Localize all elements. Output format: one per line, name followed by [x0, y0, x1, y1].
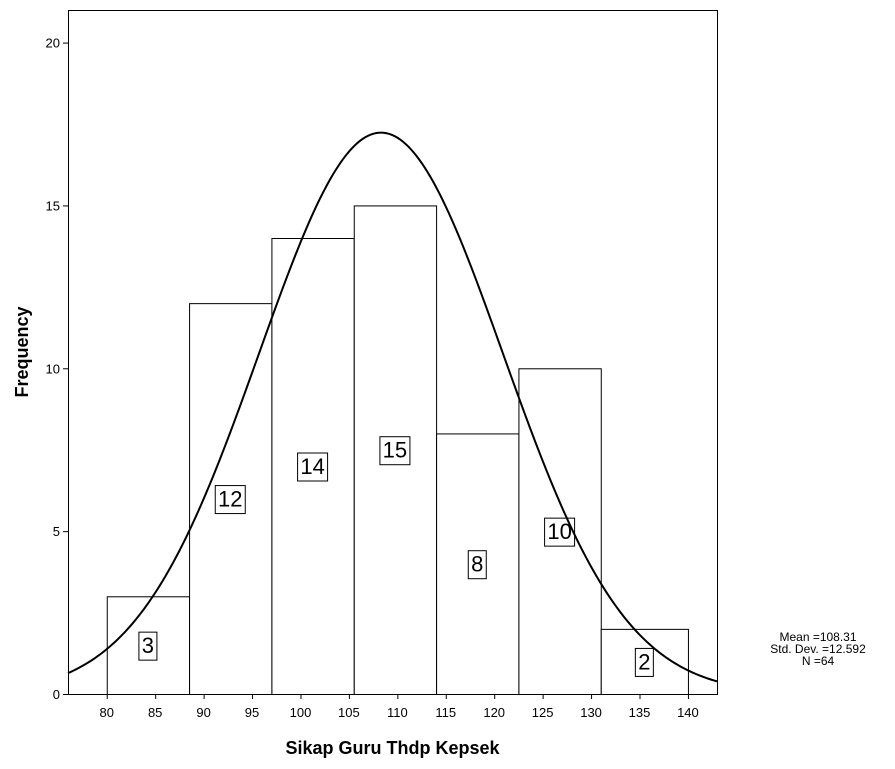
- x-tick-label: 130: [580, 705, 602, 720]
- bar-value-label: 15: [383, 438, 407, 463]
- bars-group: [106, 205, 689, 696]
- x-tick-label: 80: [100, 705, 114, 720]
- normal-curve: [67, 131, 718, 683]
- bar-value-label: 3: [142, 633, 154, 658]
- bar-value-box: [214, 485, 246, 515]
- histogram-bar: [518, 368, 602, 695]
- y-tick-label: 10: [46, 361, 60, 376]
- bar-value-box: [467, 550, 487, 580]
- y-tick-label: 0: [53, 687, 60, 702]
- y-tick-label: 5: [53, 524, 60, 539]
- histogram-bar: [271, 238, 355, 695]
- x-tick-label: 110: [387, 705, 408, 720]
- x-tick-label: 140: [677, 705, 699, 720]
- bar-value-label: 12: [218, 487, 242, 512]
- stats-mean: Mean =108.31: [779, 630, 857, 644]
- histogram-bar: [436, 433, 520, 695]
- bar-value-label: 2: [638, 649, 650, 674]
- x-tick-label: 90: [196, 705, 210, 720]
- bar-value-box: [544, 517, 576, 547]
- stats-box: Mean =108.31 Std. Dev. =12.592 N =64: [748, 631, 888, 667]
- x-tick-label: 135: [629, 705, 651, 720]
- stats-n: N =64: [801, 654, 835, 668]
- x-axis: 80 85 90 95 100 105 110 115 120 125 130 135 140: [100, 694, 699, 720]
- y-tick-label: 15: [46, 198, 60, 213]
- histogram-bar: [106, 596, 191, 695]
- plot-frame: [68, 10, 718, 695]
- x-tick-label: 120: [483, 705, 505, 720]
- y-axis: 0 5 10 15 20: [46, 36, 68, 702]
- x-tick-label: 85: [148, 705, 162, 720]
- x-tick-label: 95: [245, 705, 259, 720]
- bar-value-box: [379, 436, 411, 466]
- histogram-bar: [353, 205, 438, 696]
- x-tick-label: 105: [338, 705, 360, 720]
- x-axis-title: Sikap Guru Thdp Kepsek: [285, 738, 500, 758]
- y-axis-title: Frequency: [12, 306, 32, 397]
- y-tick-label: 20: [46, 36, 60, 51]
- x-tick-label: 115: [435, 705, 456, 720]
- stats-std-dev: Std. Dev. =12.592: [770, 642, 866, 656]
- x-tick-label: 125: [532, 705, 554, 720]
- bar-value-label: 8: [471, 552, 483, 577]
- bar-labels-group: 3 12 14 15 8 10 2: [138, 436, 654, 677]
- curve-layer: [67, 131, 718, 683]
- x-tick-label: 100: [290, 705, 312, 720]
- bar-value-label: 14: [300, 454, 324, 479]
- bar-value-label: 10: [547, 519, 571, 544]
- bar-value-box: [297, 452, 329, 482]
- bar-value-box: [634, 647, 654, 677]
- bar-value-box: [138, 631, 158, 661]
